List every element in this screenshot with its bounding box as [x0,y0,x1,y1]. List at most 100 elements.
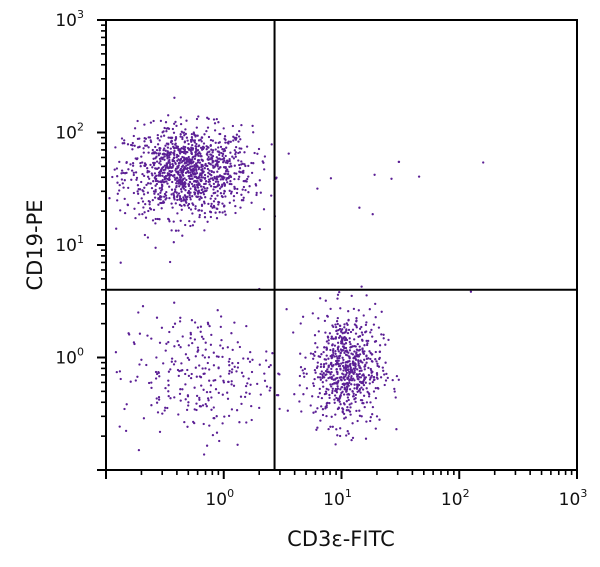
data-point [336,348,340,351]
data-point [165,190,168,194]
data-point [336,316,339,320]
data-point [132,134,135,138]
data-point [157,398,161,401]
data-point [251,124,254,128]
data-point [323,358,326,361]
data-point [319,297,322,300]
data-point [361,374,364,377]
data-point [192,168,196,172]
data-point [342,393,346,396]
data-point [228,158,231,161]
data-point [336,293,340,296]
data-point [346,377,349,381]
data-point [141,172,144,176]
data-point [200,209,203,212]
data-point [353,338,356,341]
data-point [210,169,213,173]
data-point [378,344,382,347]
data-point [161,131,164,134]
data-point [174,135,178,139]
data-point [160,135,163,138]
data-point [351,345,355,348]
data-point [371,413,374,416]
data-point [193,163,196,167]
data-point [195,175,198,179]
data-point [152,180,155,183]
data-point [151,152,154,155]
data-point [372,378,376,382]
data-point [362,394,366,397]
data-point [240,402,243,406]
data-point [299,322,302,325]
data-point [179,149,182,152]
data-point [171,162,174,166]
data-point [247,175,250,178]
data-point [255,191,258,195]
data-point [162,148,165,152]
data-point [212,192,215,195]
data-point [159,119,163,123]
data-point [244,164,247,168]
data-point [224,154,227,158]
data-point [212,178,215,182]
data-point [360,325,363,329]
data-point [234,145,238,149]
data-point [179,157,183,161]
data-point [200,335,204,338]
data-point [179,135,182,138]
data-point [365,321,368,324]
data-point [358,335,362,338]
data-point [238,129,241,133]
data-point [226,346,229,349]
data-point [221,347,225,350]
data-point [141,200,145,203]
data-point [167,384,170,387]
data-point [157,203,160,206]
data-point [347,319,350,322]
data-point [223,204,226,207]
data-point [352,392,355,395]
data-point [174,360,177,363]
data-point [170,357,174,360]
data-point [212,171,216,174]
data-point [321,376,324,380]
data-point [341,364,345,368]
data-point [233,177,236,181]
data-point [199,185,203,188]
data-point [360,285,363,288]
data-point [298,384,301,387]
data-point [167,151,171,154]
data-point [230,408,234,411]
data-point [162,181,166,184]
data-point [136,375,139,378]
data-point [198,375,202,378]
data-point [210,157,214,160]
data-point [140,358,143,361]
data-point [168,220,171,223]
data-point [204,367,207,370]
data-point [197,189,200,192]
data-point [188,196,192,199]
data-point [340,338,344,341]
data-point [189,198,192,201]
data-point [193,183,196,187]
data-point [316,376,320,379]
data-point [159,180,162,184]
data-point [338,434,342,438]
data-point [319,363,323,366]
data-point [355,326,358,329]
data-point [126,203,129,206]
data-point [174,188,177,191]
data-point [178,162,181,165]
data-point [217,203,220,206]
data-point [357,383,360,386]
data-point [346,354,349,357]
data-point [210,408,213,411]
data-point [325,354,328,357]
data-point [218,211,221,214]
data-point [215,117,218,121]
data-point [193,157,197,161]
data-point [195,375,198,378]
data-point [195,408,198,412]
data-point [111,175,114,179]
